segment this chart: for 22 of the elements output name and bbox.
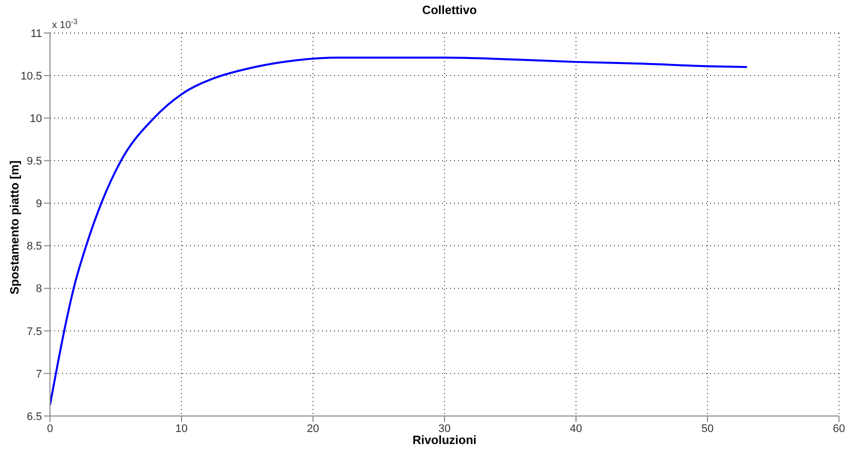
x-tick-label: 60 [832,422,846,435]
y-tick-label: 7 [36,368,42,380]
x-tick-label: 30 [438,422,451,435]
y-tick-label: 8.5 [26,240,42,253]
y-tick-label: 10 [30,113,42,126]
y-tick-label: 8 [36,283,42,296]
y-tick-label: 11 [30,28,42,40]
line-series [50,56,748,406]
x-tick-label: 0 [46,422,54,435]
y-tick-label: 10.5 [20,70,42,82]
x-tick-label: 40 [570,422,582,435]
y-tick-label: 6.5 [26,410,42,423]
y-tick-label: 7.5 [26,326,42,338]
y-tick-label: 9.5 [26,156,42,168]
x-tick-label: 10 [175,422,188,435]
y-tick-label: 9 [36,198,42,210]
chart-title: Collettivo [422,3,477,17]
text: x 10$^{-3}$ [52,16,78,31]
x-axis-title: Rivoluzioni [412,433,476,447]
x-tick-label: 20 [306,422,320,435]
x-tick-label: 50 [701,422,714,435]
y-axis-title: Spostamento piatto [m] [7,160,22,294]
